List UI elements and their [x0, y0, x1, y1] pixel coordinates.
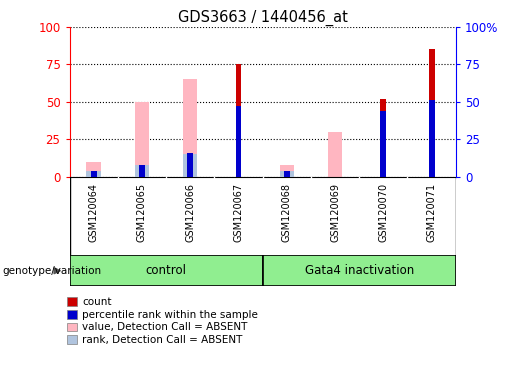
Text: genotype/variation: genotype/variation [3, 266, 101, 276]
Bar [183, 154, 197, 177]
Text: GSM120069: GSM120069 [330, 183, 340, 242]
Text: GSM120068: GSM120068 [282, 183, 292, 242]
Bar [87, 162, 101, 177]
Bar [263, 255, 456, 286]
Bar [280, 170, 294, 177]
Bar [280, 165, 294, 177]
Bar [236, 64, 242, 177]
Bar [135, 165, 149, 177]
Bar [429, 100, 435, 177]
Bar [381, 111, 386, 177]
Bar [139, 165, 145, 177]
Bar [187, 153, 193, 177]
Text: GSM120066: GSM120066 [185, 183, 195, 242]
Text: Gata4 inactivation: Gata4 inactivation [304, 264, 414, 277]
Text: GSM120071: GSM120071 [426, 183, 437, 242]
Text: GSM120064: GSM120064 [89, 183, 99, 242]
Bar [87, 170, 101, 177]
Bar [284, 170, 289, 177]
Bar [328, 132, 342, 177]
Bar [236, 106, 242, 177]
Legend: count, percentile rank within the sample, value, Detection Call = ABSENT, rank, : count, percentile rank within the sample… [64, 295, 260, 347]
Bar [183, 79, 197, 177]
Bar [70, 255, 263, 286]
Text: GSM120067: GSM120067 [233, 183, 244, 242]
Bar [135, 102, 149, 177]
Text: GSM120070: GSM120070 [379, 183, 388, 242]
Title: GDS3663 / 1440456_at: GDS3663 / 1440456_at [178, 9, 348, 25]
Bar [429, 50, 435, 177]
Bar [91, 170, 97, 177]
Bar [381, 99, 386, 177]
Text: control: control [146, 264, 186, 277]
Text: GSM120065: GSM120065 [137, 183, 147, 242]
